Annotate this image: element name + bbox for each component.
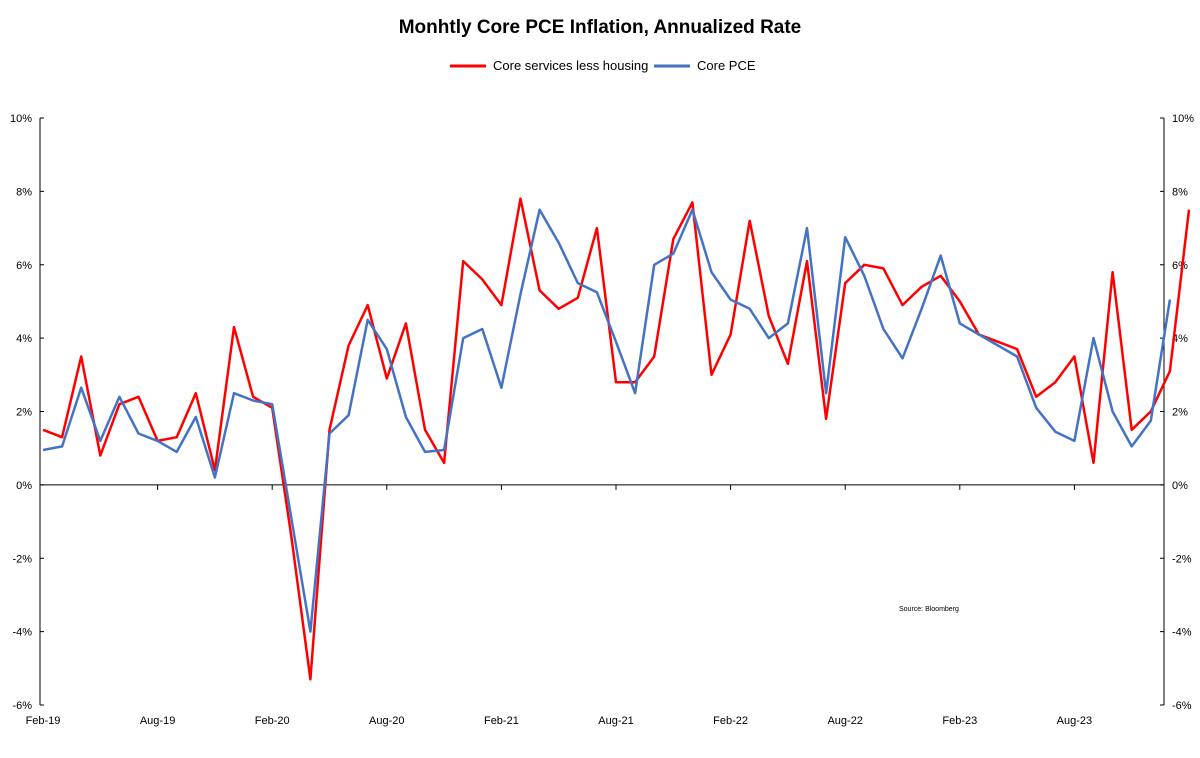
legend-label-core-services-less-housing: Core services less housing [493,58,648,73]
x-tick-label: Feb-20 [255,715,290,727]
y-tick-label-right: 4% [1172,333,1188,345]
y-tick-label-right: 6% [1172,260,1188,272]
x-tick-label: Aug-21 [598,715,633,727]
x-tick-label: Feb-21 [484,715,519,727]
series-line-core-services-less-housing [42,197,1191,681]
y-tick-label-left: -6% [12,700,32,712]
x-tick-label: Aug-20 [369,715,404,727]
y-tick-label-left: 2% [16,407,32,419]
y-tick-label-left: 0% [16,480,32,492]
y-tick-label-left: -2% [12,553,32,565]
axes: 10% 10% 8% 8% 6% 6% 4% 4% 2% 2% 0% 0% -2% -2% -4% -4% -6… [10,113,1194,727]
y-tick-label-right: 10% [1172,113,1194,125]
series-line-core-pce [42,208,1172,633]
source-note: Source: Bloomberg [899,606,959,613]
x-tick-label: Feb-22 [713,715,748,727]
y-tick-label-right: -6% [1172,700,1192,712]
chart-title: Monhtly Core PCE Inflation, Annualized R… [399,17,802,38]
y-tick-label-right: 8% [1172,186,1188,198]
y-tick-label-left: 8% [16,186,32,198]
y-tick-label-left: 6% [16,260,32,272]
series-layer [42,197,1191,681]
x-tick-label: Aug-19 [140,715,175,727]
legend: Core services less housing Core PCE [450,58,756,73]
x-tick-label: Feb-23 [942,715,977,727]
legend-label-core-pce: Core PCE [697,58,756,73]
y-tick-label-right: 2% [1172,407,1188,419]
x-tick-label: Aug-22 [827,715,862,727]
y-tick-label-right: -4% [1172,627,1192,639]
y-tick-label-left: -4% [12,627,32,639]
x-tick-label: Feb-19 [26,715,61,727]
x-tick-label: Aug-23 [1057,715,1092,727]
y-tick-label-right: -2% [1172,553,1192,565]
y-tick-label-left: 10% [10,113,32,125]
y-tick-label-left: 4% [16,333,32,345]
y-tick-label-right: 0% [1172,480,1188,492]
